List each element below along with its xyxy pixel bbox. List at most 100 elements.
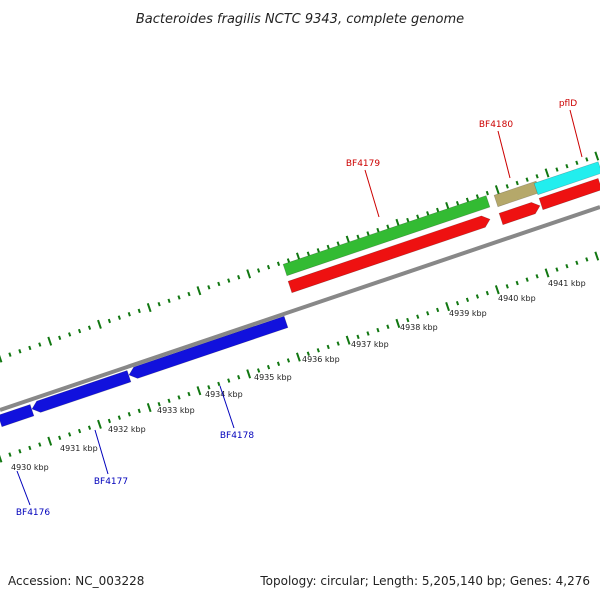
kbp-label: 4931 kbp — [60, 444, 98, 453]
reverse-cds — [31, 370, 132, 413]
gene-label: BF4180 — [479, 120, 514, 130]
kbp-label: 4939 kbp — [449, 309, 487, 318]
inner-tick — [107, 418, 111, 424]
inner-tick — [515, 280, 519, 286]
outer-tick-track — [0, 151, 600, 363]
outer-tick — [485, 190, 489, 196]
outer-tick — [426, 211, 430, 216]
inner-tick — [594, 251, 600, 261]
inner-tick — [207, 385, 211, 390]
kbp-label: 4938 kbp — [400, 323, 438, 332]
inner-tick — [217, 381, 221, 387]
outer-tick — [544, 168, 550, 178]
outer-tick — [535, 174, 539, 179]
cyan-feature — [533, 161, 600, 196]
outer-tick — [207, 285, 211, 290]
outer-tick — [376, 227, 380, 233]
inner-tick — [336, 341, 340, 346]
outer-tick — [455, 200, 460, 206]
inner-tick — [177, 395, 181, 400]
outer-tick — [386, 224, 390, 229]
inner-tick — [376, 327, 380, 333]
outer-tick — [157, 301, 161, 307]
outer-tick — [127, 312, 131, 317]
inner-tick — [117, 415, 121, 420]
inner-tick — [157, 401, 161, 407]
inner-tick — [127, 412, 131, 417]
outer-tick — [356, 234, 360, 240]
inner-tick — [406, 317, 410, 323]
inner-tick — [8, 452, 12, 457]
outer-tick — [217, 281, 221, 287]
forward-cds — [498, 202, 541, 226]
outer-tick — [366, 231, 370, 236]
outer-tick — [137, 308, 141, 314]
gene-label: BF4178 — [220, 431, 255, 441]
inner-tick — [326, 344, 330, 350]
inner-tick — [77, 428, 82, 434]
outer-tick — [475, 194, 480, 199]
inner-tick — [97, 419, 102, 429]
kbp-label: 4933 kbp — [157, 406, 195, 415]
inner-tick — [494, 285, 500, 295]
outer-tick — [257, 268, 261, 273]
inner-tick — [47, 436, 53, 446]
inner-tick — [87, 425, 92, 430]
inner-tick-track — [0, 251, 600, 463]
outer-tick — [585, 157, 589, 162]
outer-tick — [58, 335, 62, 341]
outer-tick — [107, 318, 111, 324]
inner-tick — [237, 375, 241, 380]
gene-label: BF4176 — [16, 508, 51, 518]
outer-tick — [146, 302, 152, 313]
inner-tick — [306, 351, 310, 356]
outer-tick — [246, 269, 252, 279]
inner-tick — [455, 300, 460, 306]
inner-tick — [544, 268, 550, 278]
kbp-scale-labels: 4930 kbp 4931 kbp 4932 kbp 4933 kbp 4934 kbp… — [11, 279, 586, 472]
callout-line — [569, 109, 583, 158]
inner-tick — [276, 361, 281, 366]
outer-tick — [97, 319, 102, 329]
feature-track — [0, 161, 600, 428]
inner-tick — [316, 348, 320, 353]
callout-line — [16, 470, 31, 506]
inner-tick — [465, 297, 470, 303]
inner-tick — [286, 358, 291, 363]
kbp-label: 4936 kbp — [302, 355, 340, 364]
callout-line — [94, 429, 109, 475]
inner-tick — [257, 368, 261, 373]
callout-line — [364, 169, 380, 218]
outer-tick — [87, 325, 92, 330]
outer-tick — [8, 352, 12, 357]
inner-tick — [565, 263, 569, 269]
genome-backbone — [0, 205, 600, 412]
reverse-cds — [128, 315, 289, 379]
kbp-label: 4937 kbp — [351, 340, 389, 349]
inner-tick — [295, 352, 301, 362]
kbp-label: 4932 kbp — [108, 425, 146, 434]
inner-tick — [246, 369, 252, 379]
callout-line — [497, 130, 511, 179]
inner-tick — [0, 454, 3, 463]
inner-tick — [485, 290, 489, 296]
reverse-cds — [0, 404, 35, 428]
inner-tick — [436, 307, 440, 313]
outer-tick — [525, 177, 529, 182]
gene-label: pflD — [559, 99, 577, 109]
outer-tick — [555, 167, 559, 172]
kbp-label: 4935 kbp — [254, 373, 292, 382]
outer-tick — [117, 315, 121, 320]
outer-tick — [18, 349, 22, 354]
kbp-label: 4940 kbp — [498, 294, 536, 303]
inner-tick — [146, 402, 152, 413]
inner-tick — [137, 408, 141, 414]
outer-tick — [38, 342, 42, 347]
outer-tick — [436, 207, 440, 213]
inner-tick — [345, 335, 351, 345]
outer-tick — [326, 244, 330, 250]
inner-tick — [356, 334, 360, 340]
inner-tick — [585, 257, 589, 262]
map-title: Bacteroides fragilis NCTC 9343, complete… — [136, 12, 464, 27]
